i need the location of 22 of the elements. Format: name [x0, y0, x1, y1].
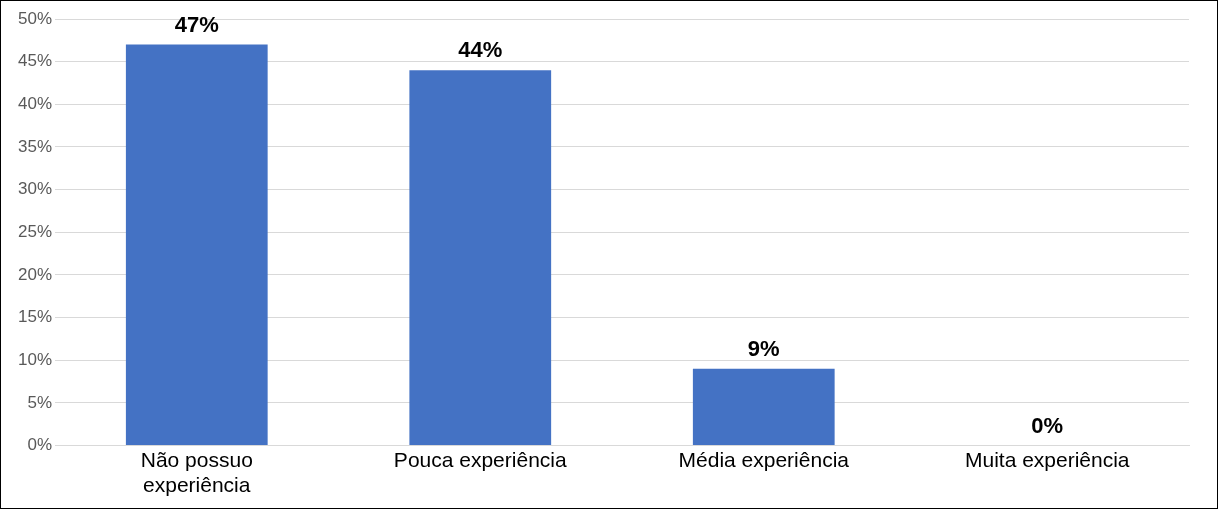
y-tick-label: 5% [27, 392, 53, 412]
data-label: 44% [458, 37, 503, 63]
x-tick-label: Muita experiência [964, 448, 1130, 471]
y-tick-label: 10% [17, 349, 53, 369]
y-tick-label: 35% [17, 136, 53, 156]
y-tick-label: 45% [17, 51, 53, 71]
bar [409, 70, 552, 446]
data-label: 9% [747, 335, 780, 361]
y-tick-label: 40% [17, 94, 53, 114]
y-tick-label: 30% [17, 179, 53, 199]
y-tick-label: 15% [17, 307, 53, 327]
x-tick-label: Média experiência [678, 448, 850, 471]
x-tick-label: Pouca experiência [393, 448, 567, 471]
y-tick-label: 0% [27, 435, 53, 455]
bar [692, 368, 835, 446]
data-label: 0% [1031, 412, 1064, 438]
x-tick-label: Não possuo experiência [140, 448, 253, 497]
data-label: 47% [174, 11, 219, 37]
y-tick-label: 25% [17, 221, 53, 241]
bar [125, 44, 268, 446]
y-tick-label: 50% [17, 8, 53, 28]
y-tick-label: 20% [17, 264, 53, 284]
